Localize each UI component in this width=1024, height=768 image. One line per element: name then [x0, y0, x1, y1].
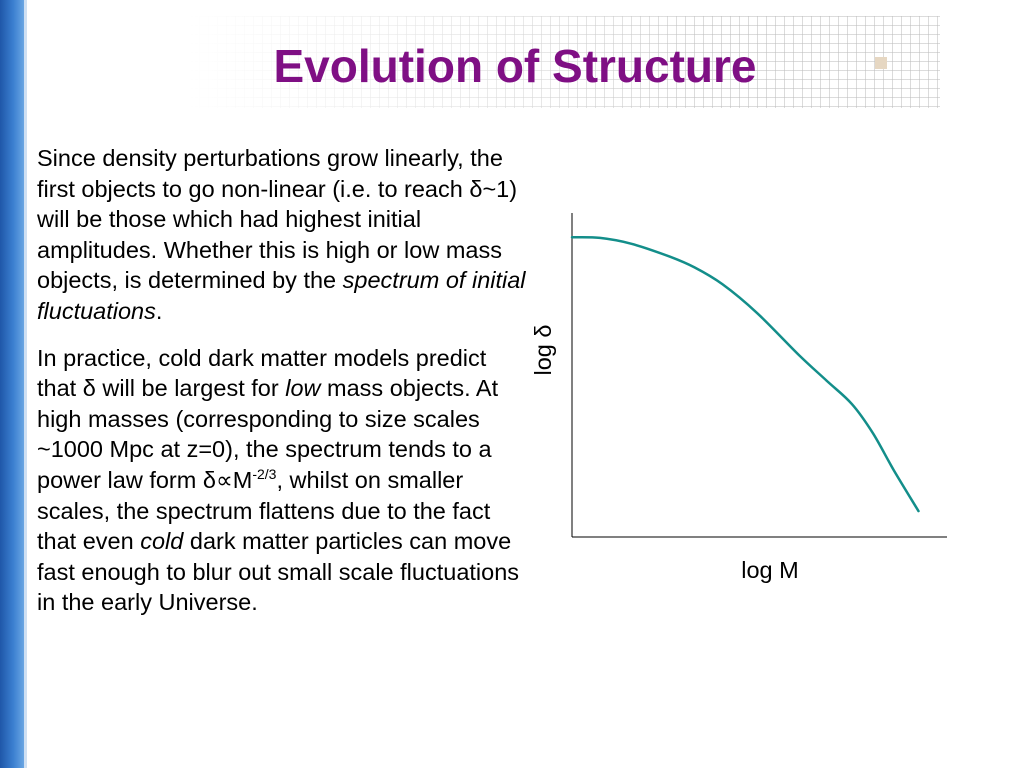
y-axis-label: log δ	[530, 325, 556, 376]
spectrum-chart: log M log δ	[530, 213, 947, 583]
paragraph-1: Since density perturbations grow linearl…	[37, 143, 527, 327]
x-axis-label: log M	[741, 557, 798, 583]
paragraph-2: In practice, cold dark matter models pre…	[37, 343, 527, 618]
left-accent-bar-edge	[24, 0, 27, 768]
p1-text-b: ~1) will be those which had highest init…	[37, 175, 518, 294]
body-text: Since density perturbations grow linearl…	[37, 143, 527, 618]
p1-text-a: Since density perturbations grow linearl…	[37, 145, 503, 202]
p2-text-a: In practice, cold dark matter models pre…	[37, 344, 487, 402]
grid-accent-square	[875, 57, 887, 69]
title-grid-decoration	[190, 16, 940, 108]
left-accent-bar	[0, 0, 24, 768]
p2-text-c: mass objects. At high masses (correspond…	[37, 375, 499, 493]
p1-emphasis: spectrum of initial fluctuations	[37, 267, 526, 324]
p2-text-b: will be largest for	[95, 375, 286, 402]
p2-emphasis-cold: cold	[140, 528, 184, 555]
proportional-symbol: ∝	[215, 466, 233, 493]
spectrum-curve	[570, 236, 920, 513]
p2-emphasis-low: low	[285, 375, 321, 402]
delta-symbol: δ	[202, 466, 216, 493]
power-law-exponent: -2/3	[252, 466, 277, 483]
p2-text-f: dark matter particles can move fast enou…	[37, 528, 520, 616]
p2-text-d: M	[232, 466, 253, 493]
p2-text-e: , whilst on smaller scales, the spectrum…	[37, 466, 491, 555]
p1-text-c: .	[155, 297, 163, 324]
slide-title: Evolution of Structure	[273, 40, 757, 92]
delta-symbol: δ	[469, 175, 483, 202]
delta-symbol: δ	[82, 375, 96, 402]
